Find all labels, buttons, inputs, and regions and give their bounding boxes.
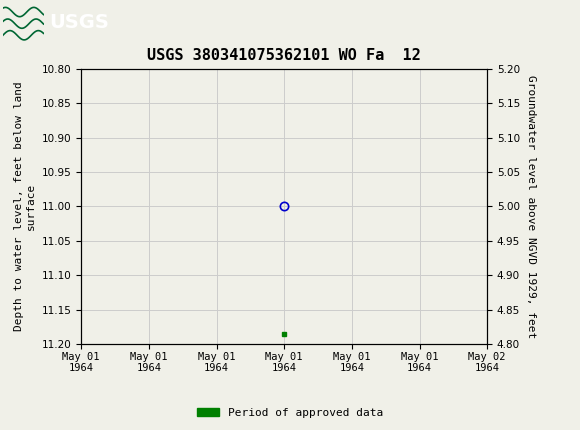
- Text: USGS: USGS: [49, 13, 109, 32]
- Y-axis label: Depth to water level, feet below land
surface: Depth to water level, feet below land su…: [14, 82, 36, 331]
- Title: USGS 380341075362101 WO Fa  12: USGS 380341075362101 WO Fa 12: [147, 49, 421, 64]
- Y-axis label: Groundwater level above NGVD 1929, feet: Groundwater level above NGVD 1929, feet: [525, 75, 536, 338]
- Legend: Period of approved data: Period of approved data: [193, 403, 387, 422]
